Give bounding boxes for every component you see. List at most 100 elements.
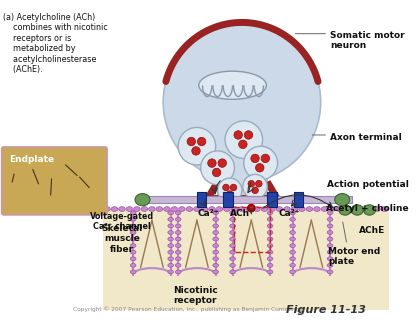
Ellipse shape xyxy=(186,207,193,212)
Ellipse shape xyxy=(290,217,295,221)
Ellipse shape xyxy=(381,207,388,212)
Ellipse shape xyxy=(290,257,295,261)
Ellipse shape xyxy=(130,250,136,254)
Ellipse shape xyxy=(327,257,333,261)
Ellipse shape xyxy=(339,205,351,215)
Ellipse shape xyxy=(267,270,273,274)
FancyBboxPatch shape xyxy=(2,147,107,215)
Text: AChE: AChE xyxy=(359,226,386,235)
Ellipse shape xyxy=(134,207,140,212)
Ellipse shape xyxy=(201,207,208,212)
Ellipse shape xyxy=(267,231,273,234)
Ellipse shape xyxy=(130,211,136,215)
Text: Acetyl + choline: Acetyl + choline xyxy=(326,204,409,213)
Ellipse shape xyxy=(213,217,218,221)
Circle shape xyxy=(247,204,255,212)
Circle shape xyxy=(239,140,247,149)
Circle shape xyxy=(225,121,262,158)
Ellipse shape xyxy=(213,211,218,215)
Ellipse shape xyxy=(335,193,350,206)
Ellipse shape xyxy=(267,244,273,247)
Ellipse shape xyxy=(327,211,333,215)
Ellipse shape xyxy=(246,207,253,212)
Circle shape xyxy=(255,164,264,172)
Ellipse shape xyxy=(267,264,273,267)
Ellipse shape xyxy=(168,264,173,267)
Text: Somatic motor
neuron: Somatic motor neuron xyxy=(330,31,405,50)
Ellipse shape xyxy=(267,224,273,228)
Bar xyxy=(234,207,270,252)
Ellipse shape xyxy=(130,231,136,234)
Ellipse shape xyxy=(267,250,273,254)
Circle shape xyxy=(218,159,226,167)
Ellipse shape xyxy=(327,244,333,247)
Circle shape xyxy=(261,154,270,163)
Ellipse shape xyxy=(176,270,181,274)
Ellipse shape xyxy=(130,244,136,247)
Ellipse shape xyxy=(230,257,235,261)
Circle shape xyxy=(197,137,206,146)
Text: Copyright © 2007 Pearson Education, Inc., publishing as Benjamin Cummings: Copyright © 2007 Pearson Education, Inc.… xyxy=(73,307,302,312)
Ellipse shape xyxy=(374,207,380,212)
Ellipse shape xyxy=(130,237,136,241)
Text: Voltage-gated
Ca²⁺ channel: Voltage-gated Ca²⁺ channel xyxy=(90,212,154,231)
Ellipse shape xyxy=(290,244,295,247)
Ellipse shape xyxy=(321,207,328,212)
Ellipse shape xyxy=(104,207,110,212)
Ellipse shape xyxy=(213,224,218,228)
Ellipse shape xyxy=(176,217,181,221)
Ellipse shape xyxy=(267,217,273,221)
Text: (a) Acetylcholine (ACh)
    combines with nicotinic
    receptors or is
    meta: (a) Acetylcholine (ACh) combines with ni… xyxy=(3,13,108,74)
Text: Skeletal
muscle
fiber: Skeletal muscle fiber xyxy=(101,224,142,254)
Ellipse shape xyxy=(230,211,235,215)
Circle shape xyxy=(244,146,278,180)
Ellipse shape xyxy=(130,224,136,228)
Ellipse shape xyxy=(216,207,223,212)
Ellipse shape xyxy=(306,207,313,212)
Ellipse shape xyxy=(168,250,173,254)
Ellipse shape xyxy=(130,217,136,221)
Ellipse shape xyxy=(359,207,365,212)
Ellipse shape xyxy=(111,207,118,212)
Ellipse shape xyxy=(194,207,200,212)
Ellipse shape xyxy=(291,207,298,212)
Ellipse shape xyxy=(254,207,260,212)
Ellipse shape xyxy=(351,207,358,212)
Ellipse shape xyxy=(149,207,155,212)
Ellipse shape xyxy=(327,237,333,241)
Ellipse shape xyxy=(290,237,295,241)
Bar xyxy=(294,192,303,207)
Ellipse shape xyxy=(366,207,373,212)
Circle shape xyxy=(248,180,255,187)
Ellipse shape xyxy=(156,207,163,212)
Ellipse shape xyxy=(329,207,335,212)
Ellipse shape xyxy=(327,250,333,254)
Ellipse shape xyxy=(290,231,295,234)
Ellipse shape xyxy=(230,264,235,267)
Circle shape xyxy=(213,168,221,177)
Ellipse shape xyxy=(230,237,235,241)
Ellipse shape xyxy=(261,207,268,212)
Ellipse shape xyxy=(290,224,295,228)
Text: Nicotinic
receptor: Nicotinic receptor xyxy=(173,286,218,305)
Bar xyxy=(139,196,352,203)
Ellipse shape xyxy=(126,207,133,212)
Ellipse shape xyxy=(176,211,181,215)
Ellipse shape xyxy=(267,257,273,261)
Ellipse shape xyxy=(130,270,136,274)
Ellipse shape xyxy=(213,237,218,241)
Bar xyxy=(197,192,206,207)
Ellipse shape xyxy=(213,250,218,254)
Ellipse shape xyxy=(213,264,218,267)
Circle shape xyxy=(223,184,229,191)
Ellipse shape xyxy=(141,207,148,212)
Ellipse shape xyxy=(176,224,181,228)
Circle shape xyxy=(192,147,200,155)
Text: Ca²⁺: Ca²⁺ xyxy=(197,209,219,218)
Ellipse shape xyxy=(327,231,333,234)
Ellipse shape xyxy=(363,205,375,215)
Ellipse shape xyxy=(176,231,181,234)
Ellipse shape xyxy=(176,237,181,241)
Ellipse shape xyxy=(336,207,343,212)
Ellipse shape xyxy=(213,231,218,234)
